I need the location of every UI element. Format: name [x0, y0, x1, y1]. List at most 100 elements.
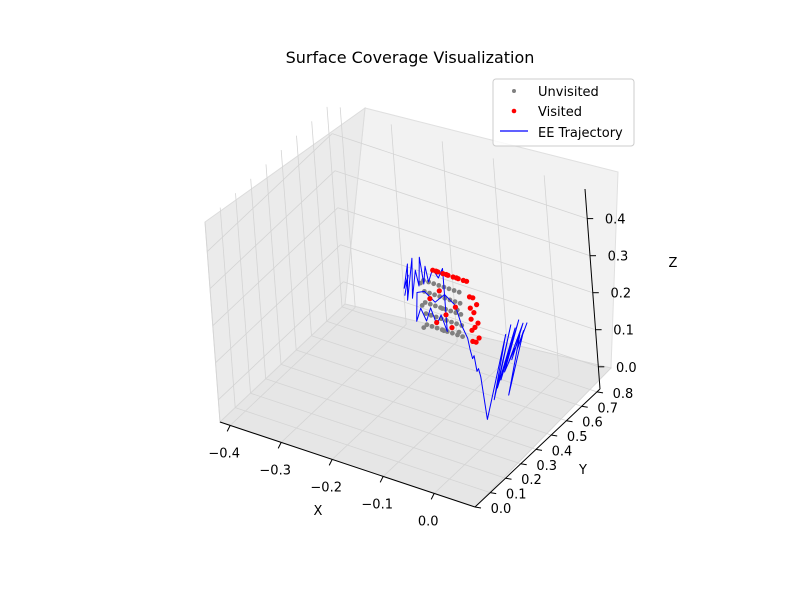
x-tick-mark: [226, 425, 231, 432]
y-tick-mark: [535, 448, 543, 451]
y-tick-mark: [490, 492, 497, 495]
unvisited-point: [460, 334, 465, 339]
gridline-z-back: [340, 244, 596, 331]
unvisited-point: [456, 289, 462, 295]
visited-point: [452, 304, 458, 310]
gridline-x-back: [492, 158, 509, 359]
legend: Unvisited Visited EE Trajectory: [492, 78, 635, 147]
gridline-z-left: [215, 244, 341, 363]
chart-title: Surface Coverage Visualization: [286, 48, 535, 67]
unvisited-point: [441, 328, 447, 334]
series-layer: [403, 256, 528, 420]
gridline-y-left: [280, 149, 297, 351]
y-tick-label: 0.4: [552, 444, 573, 459]
unvisited-point: [433, 303, 438, 309]
gridline-z-left: [206, 133, 333, 252]
legend-marker-unvisited: [512, 89, 516, 93]
y-tick-mark: [566, 420, 573, 423]
visited-point: [436, 288, 442, 294]
legend-label-trajectory: EE Trajectory: [538, 126, 623, 141]
gridline-x-floor: [280, 324, 407, 443]
gridline-z-back: [337, 207, 593, 294]
gridline-x-floor: [433, 375, 560, 494]
y-tick-label: 0.6: [582, 416, 603, 431]
gridline-y-floor: [235, 407, 491, 493]
unvisited-point: [439, 306, 445, 311]
visited-point: [468, 316, 474, 322]
trajectory-line: [403, 256, 528, 420]
y-tick-label: 0.0: [491, 502, 512, 517]
x-tick-label: 0.0: [418, 514, 439, 529]
z-tick-label: 0.3: [608, 250, 629, 265]
gridline-y-left: [326, 106, 343, 307]
y-tick-label: 0.2: [521, 473, 542, 488]
gridline-y-floor: [265, 378, 521, 465]
visited-point: [443, 312, 449, 318]
unvisited-point: [457, 300, 463, 306]
x-tick-mark: [328, 459, 333, 466]
x-axis-label: X: [314, 504, 323, 519]
axis-ticks: −0.4−0.3−0.2−0.10.00.00.10.20.30.40.50.6…: [208, 213, 636, 530]
visited-point: [472, 324, 478, 330]
gridline-y-floor: [250, 392, 506, 479]
unvisited-point: [421, 325, 427, 330]
gridline-z-back: [334, 170, 591, 257]
gridline-y-floor: [341, 306, 598, 393]
unvisited-point: [452, 299, 458, 304]
unvisited-point: [434, 325, 440, 331]
gridline-y-left: [311, 121, 328, 322]
gridline-y-floor: [326, 320, 582, 407]
visited-point: [464, 278, 470, 284]
y-tick-label: 0.8: [613, 387, 634, 402]
z-axis-line: [584, 188, 601, 390]
gridline-y-floor: [296, 349, 552, 436]
legend-label-unvisited: Unvisited: [538, 85, 599, 100]
z-tick-label: 0.4: [605, 213, 626, 228]
legend-marker-visited: [511, 108, 517, 114]
gridline-x-back: [390, 124, 407, 325]
y-tick-label: 0.5: [567, 430, 588, 445]
legend-box: [492, 78, 635, 147]
visited-point: [474, 302, 480, 308]
visited-point: [453, 275, 459, 281]
unvisited-point: [422, 300, 428, 305]
visited-point: [434, 319, 440, 326]
x-tick-label: −0.4: [208, 446, 240, 461]
unvisited-point: [458, 312, 464, 317]
visited-point: [470, 295, 476, 301]
y-tick-mark: [581, 405, 588, 408]
gridline-y-left: [296, 135, 312, 336]
x-axis-line: [219, 421, 476, 508]
gridline-y-left: [235, 193, 251, 394]
y-axis-label: Y: [578, 463, 587, 478]
unvisited-point: [446, 286, 452, 292]
unvisited-point: [427, 290, 432, 296]
gridline-x-back: [339, 107, 356, 308]
y-tick-label: 0.3: [536, 459, 557, 474]
gridline-z-left: [218, 281, 344, 401]
visited-point: [433, 268, 439, 274]
unvisited-point: [423, 311, 429, 316]
unvisited-point: [436, 283, 442, 288]
visited-point: [467, 305, 473, 311]
unvisited-point: [432, 292, 437, 298]
z-tick-label: 0.2: [610, 287, 631, 302]
unvisited-point: [449, 319, 454, 325]
gridline-y-left: [219, 207, 236, 408]
unvisited-point: [431, 281, 437, 287]
unvisited-point: [450, 330, 455, 336]
gridline-y-floor: [311, 335, 567, 422]
gridlines: [204, 106, 599, 508]
visited-point: [427, 296, 433, 302]
z-tick-label: 0.0: [616, 361, 637, 376]
unvisited-point: [451, 288, 457, 293]
visited-point: [475, 320, 481, 326]
y-tick-mark: [474, 506, 482, 509]
gridline-z-back: [332, 133, 588, 219]
gridline-x-back: [543, 175, 560, 376]
gridline-y-left: [265, 164, 282, 365]
y-tick-label: 0.7: [597, 401, 618, 416]
axis-lines: [219, 188, 601, 508]
gridline-z-back: [343, 281, 599, 368]
gridline-x-floor: [331, 341, 458, 460]
